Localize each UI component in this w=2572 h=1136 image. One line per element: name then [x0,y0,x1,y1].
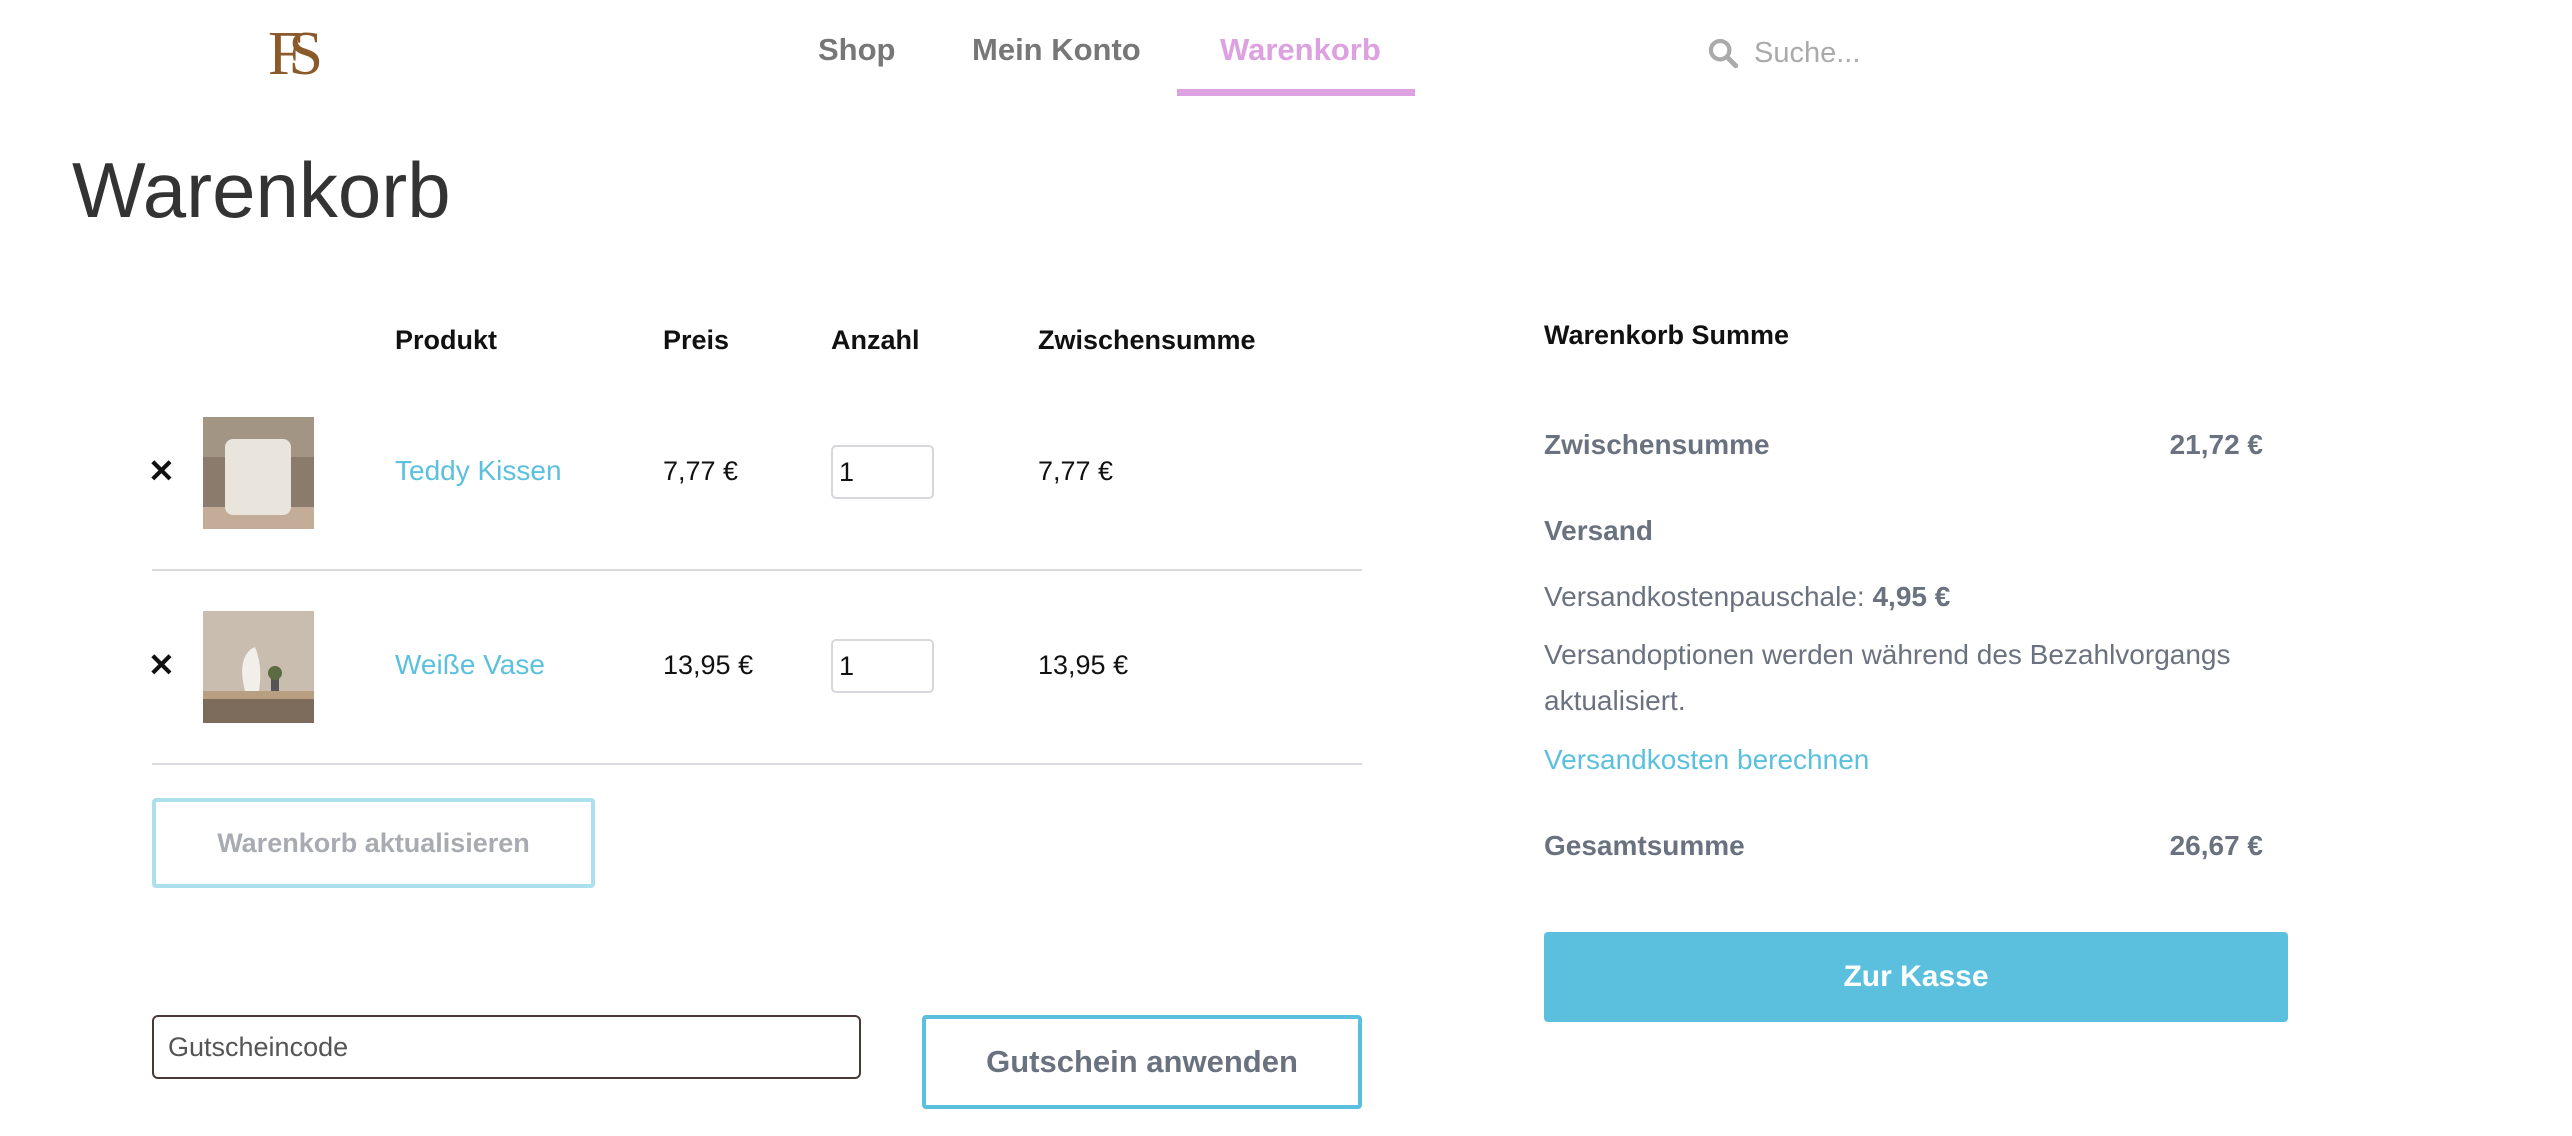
search-icon[interactable] [1706,36,1740,70]
product-price: 13,95 € [663,650,754,680]
quantity-input[interactable] [831,639,934,693]
subtotal-value: 21,72 € [2169,429,2263,460]
checkout-button[interactable]: Zur Kasse [1544,932,2288,1022]
shipping-flat-rate: Versandkostenpauschale: 4,95 € [1544,579,1950,615]
update-cart-button[interactable]: Warenkorb aktualisieren [152,798,595,888]
calculate-shipping-link[interactable]: Versandkosten berechnen [1544,744,1870,775]
product-image-weisse-vase[interactable] [203,611,314,723]
product-subtotal: 13,95 € [1038,650,1129,680]
product-subtotal: 7,77 € [1038,456,1114,486]
product-link[interactable]: Weiße Vase [395,649,545,680]
shipping-label: Versand [1544,515,1653,546]
column-header-price: Preis [663,325,730,355]
shipping-flat-label: Versandkostenpauschale: [1544,581,1865,612]
row-divider [152,569,1362,571]
product-link[interactable]: Teddy Kissen [395,455,562,486]
subtotal-label: Zwischensumme [1544,429,1770,460]
column-header-product: Produkt [395,325,498,355]
total-value: 26,67 € [2169,830,2263,861]
row-divider [152,763,1362,765]
product-image-teddy-kissen[interactable] [203,417,314,529]
quantity-input[interactable] [831,445,934,499]
total-label: Gesamtsumme [1544,830,1745,861]
close-icon[interactable]: ✕ [148,453,175,489]
search-input[interactable] [1752,30,2056,76]
column-header-subtotal: Zwischensumme [1038,325,1256,355]
close-icon[interactable]: ✕ [148,647,175,683]
active-nav-indicator [1177,89,1415,96]
cart-totals-title: Warenkorb Summe [1544,320,1790,350]
shipping-note-line2: aktualisiert. [1544,685,1686,716]
page-title: Warenkorb [72,146,451,234]
product-price: 7,77 € [663,456,739,486]
nav-shop[interactable]: Shop [818,32,896,67]
shipping-flat-value: 4,95 € [1872,581,1951,612]
nav-warenkorb[interactable]: Warenkorb [1220,32,1381,67]
column-header-quantity: Anzahl [831,325,920,355]
nav-mein-konto[interactable]: Mein Konto [972,32,1141,67]
shipping-note-line1: Versandoptionen werden während des Bezah… [1544,639,2231,670]
logo[interactable]: FS [268,20,323,88]
apply-coupon-button[interactable]: Gutschein anwenden [922,1015,1362,1109]
coupon-code-input[interactable] [152,1015,861,1079]
